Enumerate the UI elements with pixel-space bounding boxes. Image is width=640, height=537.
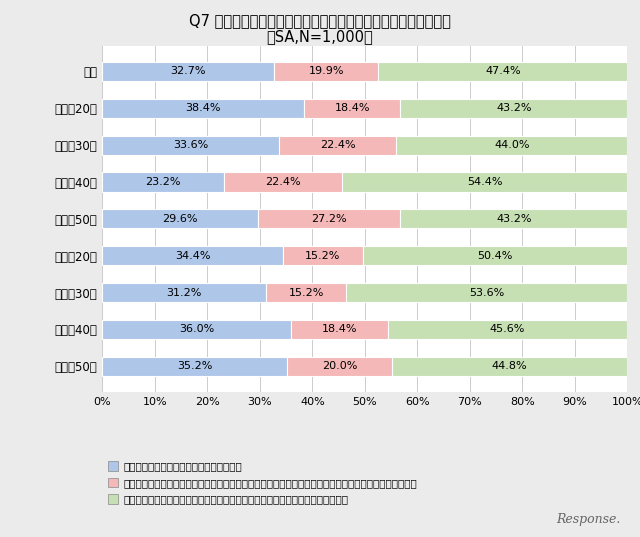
Text: 27.2%: 27.2% <box>311 214 347 224</box>
Text: 15.2%: 15.2% <box>289 287 324 297</box>
Text: Q7 あなたは今、自転車事故に備える保険に加入していますか？: Q7 あなたは今、自転車事故に備える保険に加入していますか？ <box>189 13 451 28</box>
Bar <box>304 99 401 118</box>
Text: 19.9%: 19.9% <box>308 67 344 76</box>
Bar <box>102 135 279 155</box>
Text: Response.: Response. <box>556 513 621 526</box>
Text: 18.4%: 18.4% <box>322 324 357 335</box>
Bar <box>363 246 627 265</box>
Text: 23.2%: 23.2% <box>145 177 181 187</box>
Text: 33.6%: 33.6% <box>173 140 208 150</box>
Text: 15.2%: 15.2% <box>305 251 340 260</box>
Bar <box>401 99 627 118</box>
Text: 38.4%: 38.4% <box>186 103 221 113</box>
Text: （SA,N=1,000）: （SA,N=1,000） <box>267 30 373 45</box>
Bar <box>266 283 346 302</box>
Bar <box>378 62 627 81</box>
Text: 29.6%: 29.6% <box>163 214 198 224</box>
Bar <box>388 320 627 339</box>
Bar <box>342 172 627 192</box>
Bar <box>102 357 287 376</box>
Legend: 自転車（じてんしゃ）保険に加入している, 自転車（じてんしゃ）保険に加入していないが、他の保険（自動車保険や火災保険等）でカバーしている, 自転車（じてんしゃ）: 自転車（じてんしゃ）保険に加入している, 自転車（じてんしゃ）保険に加入していな… <box>108 461 417 505</box>
Bar <box>224 172 342 192</box>
Text: 20.0%: 20.0% <box>322 361 357 371</box>
Text: 32.7%: 32.7% <box>170 67 206 76</box>
Bar <box>287 357 392 376</box>
Bar <box>283 246 363 265</box>
Text: 45.6%: 45.6% <box>490 324 525 335</box>
Text: 47.4%: 47.4% <box>485 67 520 76</box>
Text: 50.4%: 50.4% <box>477 251 513 260</box>
Text: 22.4%: 22.4% <box>265 177 301 187</box>
Text: 44.8%: 44.8% <box>492 361 527 371</box>
Text: 18.4%: 18.4% <box>335 103 370 113</box>
Bar <box>102 320 291 339</box>
Text: 22.4%: 22.4% <box>320 140 355 150</box>
Text: 35.2%: 35.2% <box>177 361 212 371</box>
Bar <box>401 209 627 228</box>
Text: 53.6%: 53.6% <box>469 287 504 297</box>
Text: 43.2%: 43.2% <box>496 214 532 224</box>
Bar <box>346 283 627 302</box>
Bar <box>291 320 388 339</box>
Bar <box>102 246 283 265</box>
Text: 44.0%: 44.0% <box>494 140 529 150</box>
Bar <box>102 62 274 81</box>
Bar <box>396 135 627 155</box>
Text: 43.2%: 43.2% <box>496 103 532 113</box>
Text: 54.4%: 54.4% <box>467 177 502 187</box>
Text: 34.4%: 34.4% <box>175 251 211 260</box>
Bar <box>258 209 401 228</box>
Bar <box>279 135 396 155</box>
Bar <box>392 357 627 376</box>
Bar <box>102 172 224 192</box>
Bar <box>102 283 266 302</box>
Text: 31.2%: 31.2% <box>166 287 202 297</box>
Bar <box>102 99 304 118</box>
Text: 36.0%: 36.0% <box>179 324 214 335</box>
Bar <box>102 209 258 228</box>
Bar <box>274 62 378 81</box>
